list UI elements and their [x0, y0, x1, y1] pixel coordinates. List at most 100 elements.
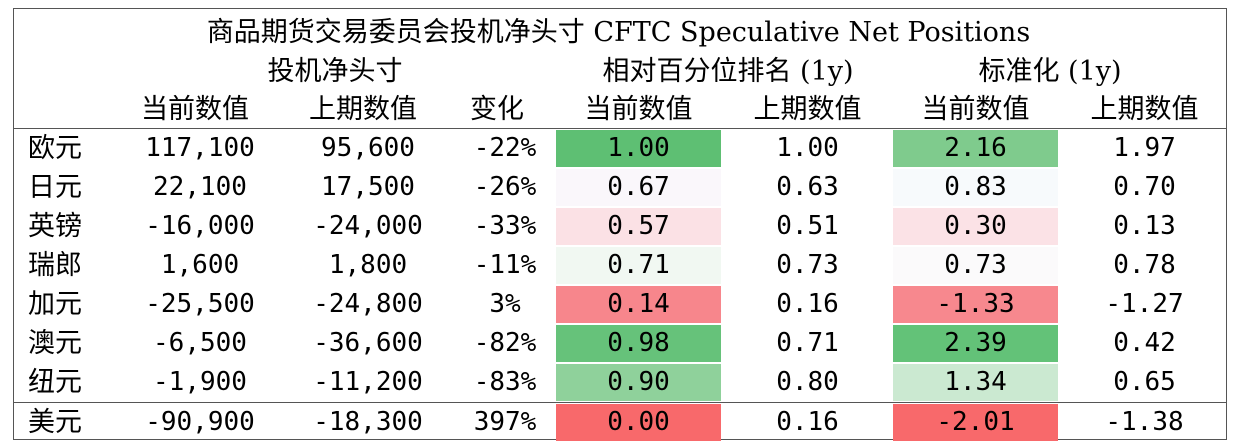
- cell-net-cur: -1,900: [153, 367, 247, 397]
- cell-std-cur: 2.39: [944, 328, 1007, 358]
- cell-net-prev: -18,300: [313, 407, 423, 437]
- cell-change: -26%: [473, 172, 537, 202]
- table-title: 商品期货交易委员会投机净头寸 CFTC Speculative Net Posi…: [206, 17, 1031, 48]
- cell-std-prev: 0.13: [1113, 211, 1176, 241]
- cell-net-prev: 95,600: [321, 133, 415, 163]
- currency-name: 欧元: [28, 133, 82, 164]
- cell-pct-cur: 0.98: [607, 328, 670, 358]
- cell-std-cur: 0.73: [944, 250, 1007, 280]
- cell-pct-prev: 0.51: [776, 211, 839, 241]
- currency-name: 日元: [28, 172, 82, 203]
- table-row: 澳元 -6,500 -36,600 -82% 0.98 0.71 2.39 0.42: [13, 324, 1227, 363]
- cell-std-cur: 0.83: [944, 172, 1007, 202]
- heat-cell-bg: [893, 364, 1058, 401]
- cell-net-prev: 1,800: [328, 250, 408, 280]
- cell-pct-prev: 0.16: [776, 407, 839, 437]
- cell-change: 397%: [473, 407, 537, 437]
- cell-std-prev: 0.65: [1113, 367, 1176, 397]
- heat-cell-bg: [893, 325, 1058, 362]
- cell-std-cur: -2.01: [936, 407, 1015, 437]
- cell-std-prev: 0.78: [1113, 250, 1176, 280]
- heat-cell-bg: [556, 247, 721, 284]
- cell-std-cur: 0.30: [944, 211, 1007, 241]
- col-header-net-cur: 当前数值: [141, 94, 249, 125]
- cell-net-prev: -36,600: [313, 328, 423, 358]
- cell-std-prev: -1.38: [1105, 407, 1184, 437]
- cell-std-prev: 1.97: [1113, 133, 1176, 163]
- cell-change: -83%: [473, 367, 537, 397]
- cell-change: -33%: [473, 211, 537, 241]
- heat-cell-bg: [893, 404, 1058, 441]
- cell-net-cur: -25,500: [145, 289, 255, 319]
- table-row: 欧元 117,100 95,600 -22% 1.00 1.00 2.16 1.97: [13, 129, 1227, 168]
- cell-net-cur: -6,500: [153, 328, 247, 358]
- cell-change: -11%: [473, 250, 537, 280]
- heat-cell-bg: [556, 208, 721, 245]
- header-divider: [13, 128, 1227, 129]
- cell-pct-cur: 0.00: [607, 407, 670, 437]
- currency-name: 澳元: [28, 328, 82, 359]
- table-row: 美元 -90,900 -18,300 397% 0.00 0.16 -2.01 -1.38: [13, 403, 1227, 442]
- cell-pct-prev: 0.16: [776, 289, 839, 319]
- cell-std-prev: 0.42: [1113, 328, 1176, 358]
- cell-pct-cur: 1.00: [607, 133, 670, 163]
- cell-net-prev: -11,200: [313, 367, 423, 397]
- cell-pct-prev: 1.00: [776, 133, 839, 163]
- group-header-std: 标准化 (1y): [978, 56, 1122, 87]
- cell-change: -22%: [473, 133, 537, 163]
- cell-pct-prev: 0.80: [776, 367, 839, 397]
- cell-std-prev: 0.70: [1113, 172, 1176, 202]
- table-row: 瑞郎 1,600 1,800 -11% 0.71 0.73 0.73 0.78: [13, 246, 1227, 285]
- col-header-std-cur: 当前数值: [921, 94, 1030, 125]
- heat-cell-bg: [556, 286, 721, 323]
- table-row: 加元 -25,500 -24,800 3% 0.14 0.16 -1.33 -1.27: [13, 285, 1227, 324]
- heat-cell-bg: [893, 130, 1058, 167]
- heat-cell-bg: [556, 325, 721, 362]
- cell-net-cur: -16,000: [145, 211, 255, 241]
- cell-pct-cur: 0.67: [607, 172, 670, 202]
- cell-net-prev: -24,000: [313, 211, 423, 241]
- cell-std-cur: 2.16: [944, 133, 1007, 163]
- table-row: 日元 22,100 17,500 -26% 0.67 0.63 0.83 0.70: [13, 168, 1227, 207]
- cell-net-cur: 117,100: [145, 133, 255, 163]
- currency-name: 英镑: [28, 211, 82, 242]
- heat-cell-bg: [893, 169, 1058, 206]
- cell-pct-cur: 0.57: [607, 211, 670, 241]
- currency-name: 美元: [28, 407, 82, 438]
- currency-name: 加元: [28, 289, 82, 320]
- col-header-net-prev: 上期数值: [309, 94, 417, 125]
- table-row: 英镑 -16,000 -24,000 -33% 0.57 0.51 0.30 0.13: [13, 207, 1227, 246]
- table-row: 纽元 -1,900 -11,200 -83% 0.90 0.80 1.34 0.65: [13, 363, 1227, 402]
- cell-pct-cur: 0.71: [607, 250, 670, 280]
- cell-net-cur: -90,900: [145, 407, 255, 437]
- col-header-std-prev: 上期数值: [1090, 94, 1199, 125]
- col-header-change: 变化: [470, 94, 524, 125]
- col-header-pct-cur: 当前数值: [584, 94, 693, 125]
- col-header-pct-prev: 上期数值: [753, 94, 862, 125]
- heat-cell-bg: [893, 247, 1058, 284]
- cell-change: 3%: [489, 289, 521, 319]
- cell-net-cur: 22,100: [153, 172, 247, 202]
- cell-pct-prev: 0.63: [776, 172, 839, 202]
- heat-cell-bg: [556, 130, 721, 167]
- group-header-pct: 相对百分位排名 (1y): [602, 56, 854, 87]
- cell-pct-prev: 0.71: [776, 328, 839, 358]
- cell-change: -82%: [473, 328, 537, 358]
- heat-cell-bg: [893, 286, 1058, 323]
- heat-cell-bg: [556, 364, 721, 401]
- cell-net-cur: 1,600: [160, 250, 240, 280]
- cell-pct-cur: 0.14: [607, 289, 670, 319]
- heat-cell-bg: [893, 208, 1058, 245]
- currency-name: 瑞郎: [28, 250, 82, 281]
- cell-net-prev: 17,500: [321, 172, 415, 202]
- heat-cell-bg: [556, 169, 721, 206]
- cell-std-prev: -1.27: [1105, 289, 1184, 319]
- cell-pct-cur: 0.90: [607, 367, 670, 397]
- group-header-net: 投机净头寸: [267, 56, 403, 87]
- usd-row-divider: [13, 402, 1227, 403]
- cell-net-prev: -24,800: [313, 289, 423, 319]
- cell-pct-prev: 0.73: [776, 250, 839, 280]
- currency-name: 纽元: [28, 367, 82, 398]
- cell-std-cur: -1.33: [936, 289, 1015, 319]
- cell-std-cur: 1.34: [944, 367, 1007, 397]
